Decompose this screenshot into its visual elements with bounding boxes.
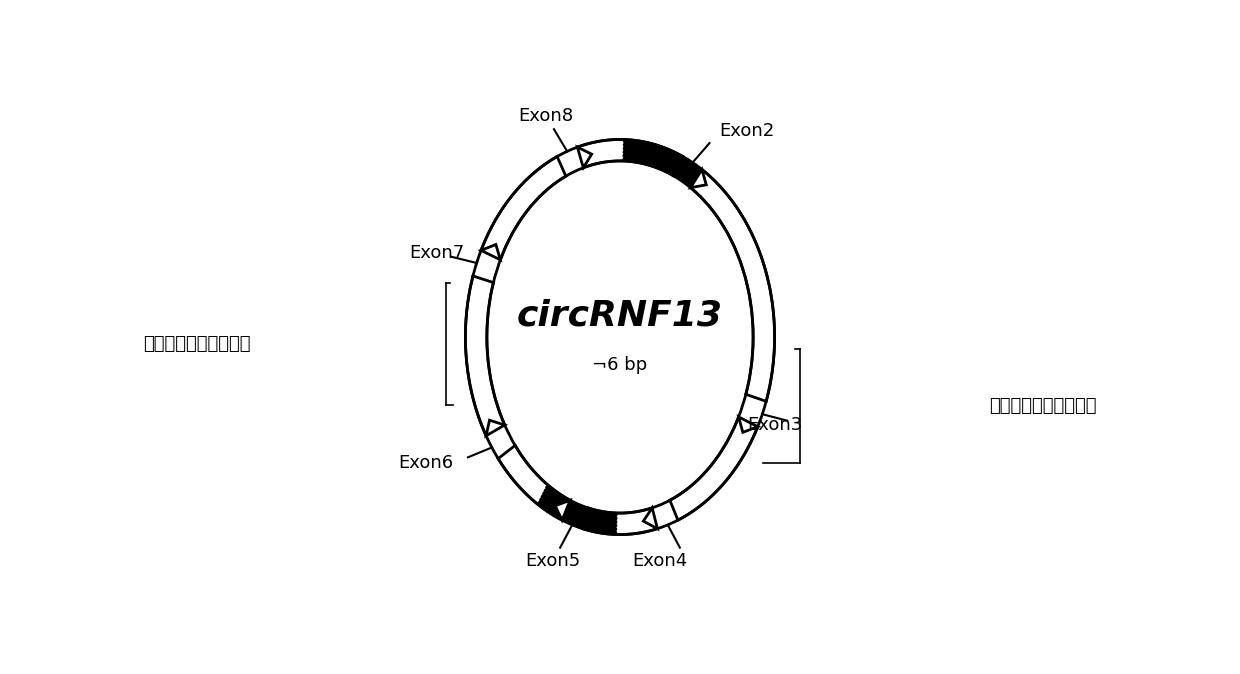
Polygon shape <box>691 169 707 187</box>
Text: circRNF13: circRNF13 <box>517 299 723 332</box>
Text: Exon5: Exon5 <box>526 552 580 570</box>
Polygon shape <box>578 147 591 168</box>
Polygon shape <box>644 508 657 528</box>
Text: 第二次测序证实的序列: 第二次测序证实的序列 <box>143 335 250 353</box>
Text: Exon6: Exon6 <box>398 454 454 472</box>
Text: 第一次测序证实的序列: 第一次测序证实的序列 <box>990 397 1097 415</box>
Text: Exon3: Exon3 <box>746 416 802 433</box>
Text: Exon4: Exon4 <box>632 552 687 570</box>
Text: Exon2: Exon2 <box>719 123 775 140</box>
Text: Exon7: Exon7 <box>409 244 464 262</box>
Polygon shape <box>739 417 758 432</box>
Text: ¬6 bp: ¬6 bp <box>593 356 647 374</box>
Polygon shape <box>556 500 570 520</box>
Text: Exon8: Exon8 <box>518 107 574 125</box>
Polygon shape <box>486 420 505 436</box>
Polygon shape <box>481 245 501 259</box>
